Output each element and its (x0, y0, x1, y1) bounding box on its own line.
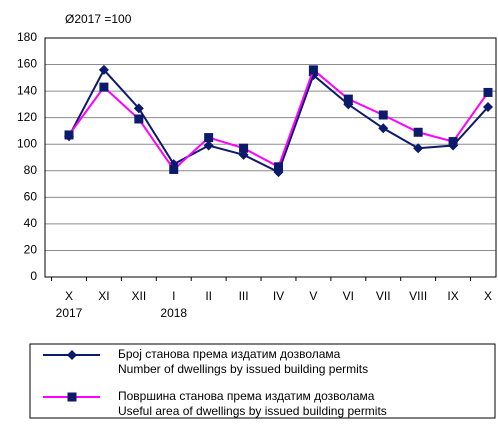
legend-label: Површина станова према издатим дозволама (118, 389, 375, 403)
legend-marker (67, 392, 77, 402)
y-tick-label: 140 (17, 83, 37, 97)
x-tick-label: VII (376, 289, 391, 303)
marker (169, 164, 179, 174)
marker (98, 64, 109, 75)
x-tick-label: V (309, 289, 317, 303)
marker (448, 137, 458, 147)
marker (134, 114, 144, 124)
marker (274, 162, 283, 172)
x-tick-label: IX (447, 289, 458, 303)
marker (308, 65, 318, 75)
x-tick-label: II (205, 289, 212, 303)
x-tick-label: X (65, 289, 73, 303)
marker (378, 110, 388, 120)
marker (64, 130, 74, 140)
y-tick-label: 160 (17, 57, 37, 71)
x-tick-label: VIII (409, 289, 427, 303)
y-tick-label: 180 (17, 30, 37, 44)
legend-box (29, 343, 496, 419)
annotation: Ø2017 =100 (65, 12, 132, 26)
series-line (68, 68, 489, 171)
y-tick-label: 60 (24, 190, 38, 204)
marker (378, 123, 389, 134)
y-tick-label: 20 (24, 243, 38, 257)
x-tick-label: I (172, 289, 175, 303)
marker (413, 127, 423, 137)
marker (203, 140, 214, 151)
x-tick-label: IV (273, 289, 284, 303)
legend-label: Useful area of dwellings by issued build… (118, 404, 387, 418)
marker (483, 102, 493, 113)
marker (343, 94, 353, 104)
marker (413, 143, 424, 154)
marker (133, 103, 144, 114)
marker (483, 87, 493, 97)
x-tick-label: XI (98, 289, 109, 303)
marker (99, 82, 109, 92)
x-tick-label: XII (131, 289, 146, 303)
y-tick-label: 100 (17, 136, 37, 150)
x-tick-label: VI (343, 289, 354, 303)
legend-label: Number of dwellings by issued building p… (118, 362, 368, 376)
plot-frame (44, 37, 497, 278)
x-tick-label: III (239, 289, 249, 303)
marker (204, 133, 214, 143)
x-year-label: 2018 (160, 306, 187, 320)
legend-label: Број станова према издатим дозволама (118, 347, 341, 361)
y-tick-label: 40 (24, 216, 38, 230)
y-tick-label: 0 (30, 269, 37, 283)
marker (239, 143, 249, 153)
y-tick-label: 120 (17, 110, 37, 124)
y-tick-label: 80 (24, 163, 38, 177)
x-year-label: 2017 (56, 306, 83, 320)
legend-marker (67, 350, 77, 360)
x-tick-label: X (484, 289, 492, 303)
series-line (68, 68, 489, 174)
